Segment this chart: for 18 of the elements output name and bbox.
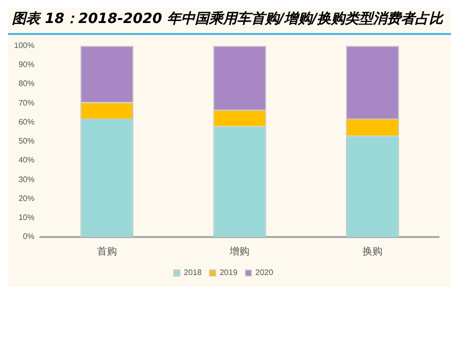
y-tick-label: 90% [18,60,34,70]
y-tick-label: 10% [18,213,34,222]
y-tick-label: 20% [18,194,34,203]
y-tick-label: 0% [22,232,34,242]
y-tick-label: 30% [18,174,34,184]
y-tick-label: 40% [18,156,34,165]
y-tick-label: 70% [18,98,34,108]
y-tick-label: 100% [14,41,34,50]
y-tick-label: 60% [18,117,34,126]
chart-title: 图表 18：2018-2020 年中国乘用车首购/增购/换购类型消费者占比 [11,10,445,29]
legend-label: 2019 [220,268,238,278]
y-tick-label: 50% [18,136,34,146]
legend-label: 2018 [184,268,202,278]
y-tick-label: 80% [18,79,34,88]
x-tick-label: 换购 [362,246,383,258]
legend-label: 2020 [255,268,274,278]
x-tick-label: 增购 [228,246,250,258]
x-tick-label: 首购 [96,246,117,258]
